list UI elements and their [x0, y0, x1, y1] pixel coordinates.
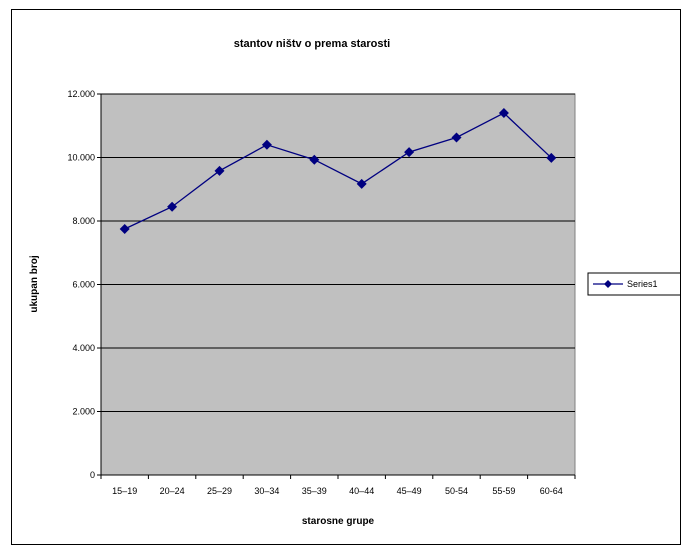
- x-axis: 15–19 20–24 25–29 30–34 35–39 40–44 45–49 50-54…: [100, 474, 576, 496]
- chart-title: stantov ništv o prema starosti: [234, 38, 391, 50]
- x-tick-label: 55-59: [492, 486, 515, 496]
- x-tick-label: 60-64: [540, 486, 563, 496]
- x-tick-label: 15–19: [112, 486, 137, 496]
- x-tick-label: 50-54: [445, 486, 468, 496]
- series-line: [124, 112, 552, 230]
- y-tick-label: 8.000: [72, 216, 95, 226]
- line-chart: stantov ništv o prema starosti 0 2.000 4.0…: [29, 38, 685, 527]
- legend-label-series1: Series1: [627, 279, 658, 289]
- y-tick-label: 12.000: [67, 89, 95, 99]
- x-tick-label: 40–44: [349, 486, 374, 496]
- data-point: [451, 132, 462, 143]
- legend-marker: [604, 280, 612, 288]
- data-point: [167, 201, 178, 212]
- series-group: [119, 108, 557, 234]
- x-tick-label: 25–29: [207, 486, 232, 496]
- x-tick-label: 30–34: [254, 486, 279, 496]
- data-point: [356, 178, 367, 189]
- data-point: [261, 139, 272, 150]
- legend: Series1: [587, 272, 685, 296]
- data-point: [498, 108, 509, 119]
- y-axis-label: ukupan broj: [29, 255, 40, 312]
- data-point: [214, 165, 225, 176]
- chart-frame: stantov ništv o prema starosti 0 2.000 4.0…: [11, 9, 685, 545]
- gridlines: [101, 93, 575, 412]
- y-tick-label: 2.000: [72, 407, 95, 417]
- y-axis: 0 2.000 4.000 6.000 8.000 10.000 12.000: [67, 89, 102, 480]
- x-tick-label: 20–24: [160, 486, 185, 496]
- y-tick-label: 4.000: [72, 343, 95, 353]
- y-tick-label: 0: [90, 470, 95, 480]
- x-tick-label: 45–49: [397, 486, 422, 496]
- data-point: [119, 223, 130, 234]
- y-tick-label: 6.000: [72, 280, 95, 290]
- data-point: [309, 154, 320, 165]
- x-tick-label: 35–39: [302, 486, 327, 496]
- data-point: [546, 152, 557, 163]
- data-point: [404, 147, 415, 158]
- x-axis-label: starosne grupe: [302, 516, 375, 527]
- y-tick-label: 10.000: [67, 153, 95, 163]
